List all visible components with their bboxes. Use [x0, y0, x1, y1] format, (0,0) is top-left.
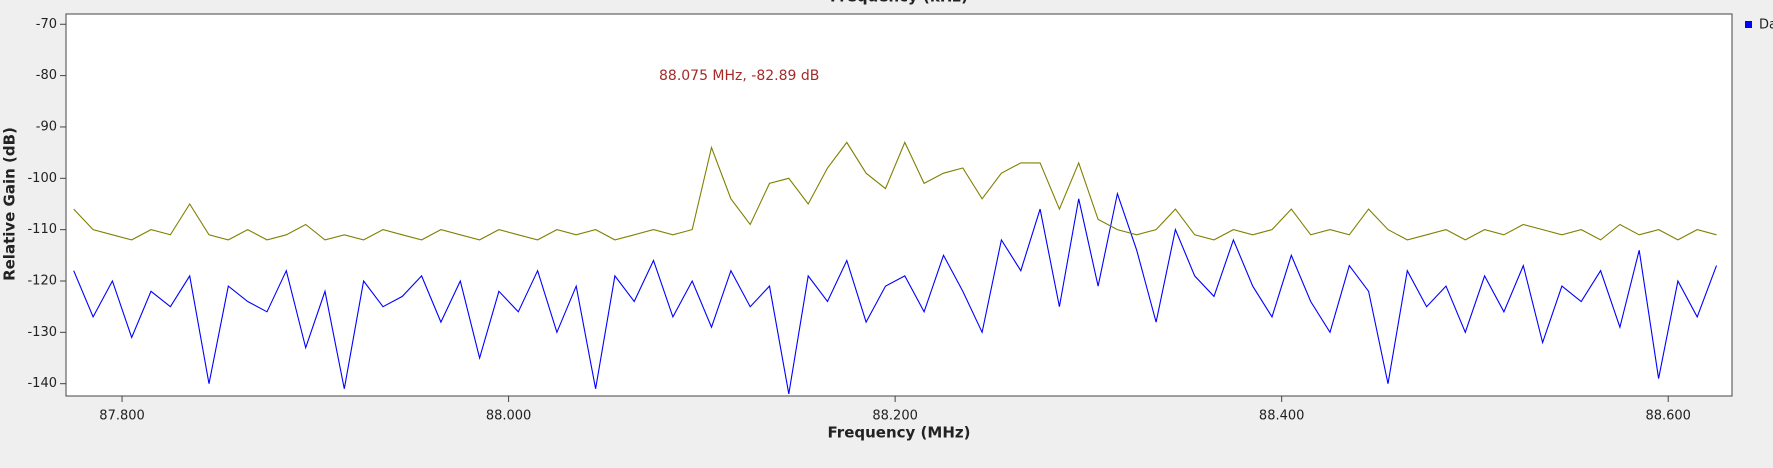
y-tick-label: -140 [27, 376, 57, 391]
x-tick-label: 88.600 [1645, 409, 1691, 424]
y-tick-label: -90 [36, 119, 57, 134]
x-axis-label: Frequency (MHz) [828, 424, 971, 442]
y-tick-label: -100 [27, 171, 57, 186]
x-tick-label: 87.800 [99, 409, 145, 424]
x-tick-label: 88.400 [1259, 409, 1305, 424]
marker-annotation: 88.075 MHz, -82.89 dB [659, 68, 819, 84]
series-line [73, 191, 1718, 394]
y-axis-label: Relative Gain (dB) [1, 127, 19, 281]
y-tick-label: -120 [27, 273, 57, 288]
chart-title: Frequency (kHz) [830, 0, 968, 6]
plot-area [65, 13, 1733, 397]
x-tick-label: 88.200 [872, 409, 918, 424]
y-tick-label: -110 [27, 222, 57, 237]
legend-label: Da [1759, 18, 1773, 33]
series-line [73, 141, 1717, 241]
legend-swatch [1745, 21, 1752, 28]
x-tick-label: 88.000 [486, 409, 532, 424]
y-tick-label: -70 [36, 17, 57, 32]
y-tick-label: -130 [27, 325, 57, 340]
y-tick-label: -80 [36, 68, 57, 83]
